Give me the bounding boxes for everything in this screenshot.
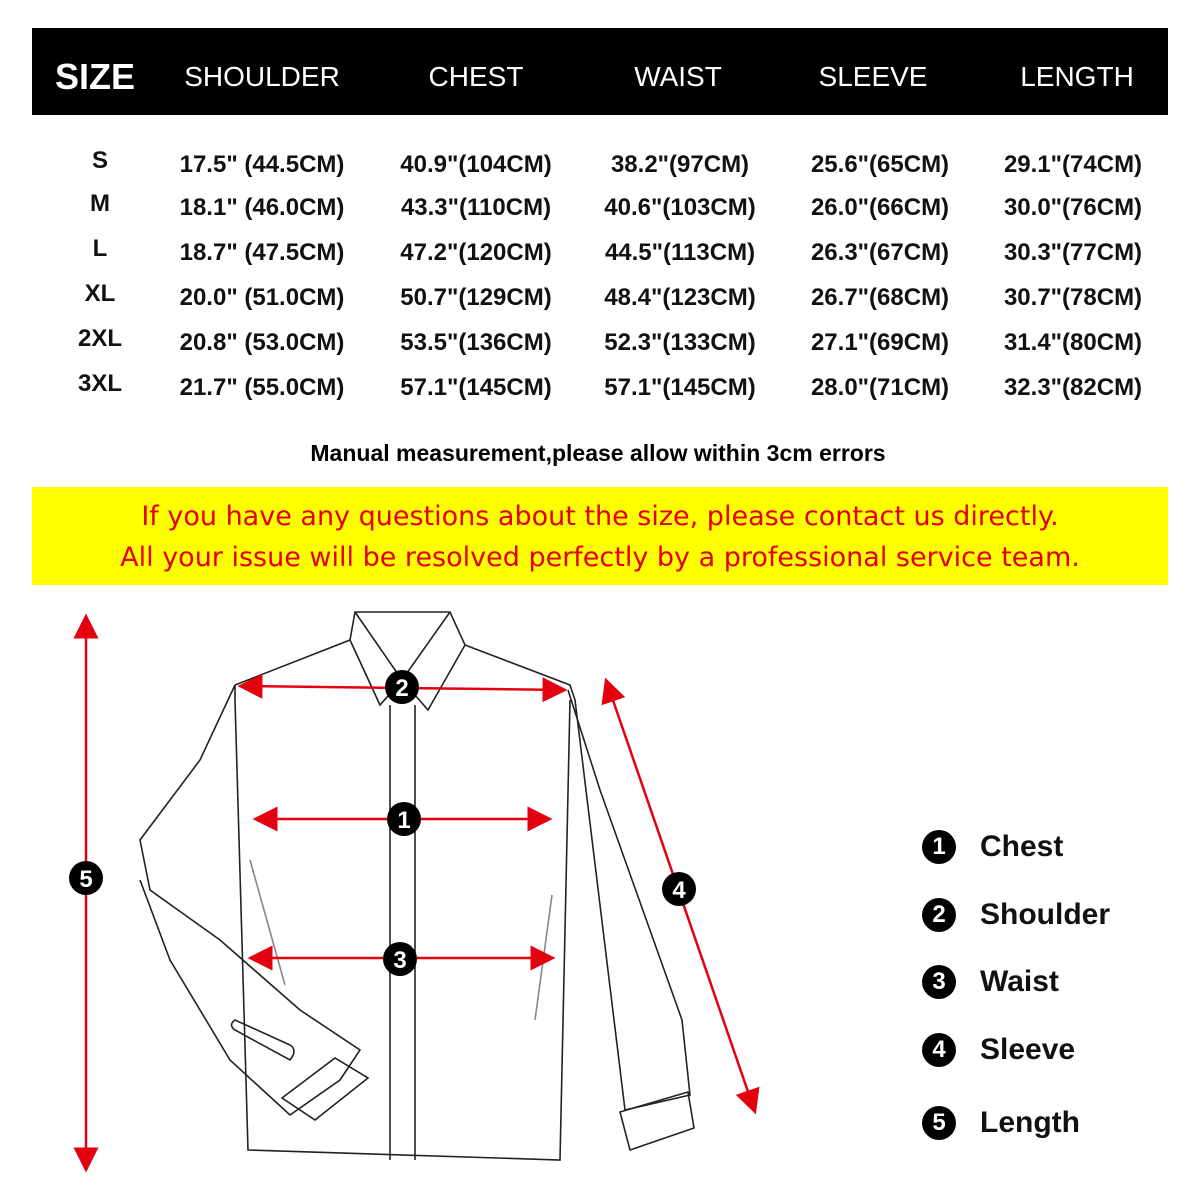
size-label: 2XL <box>77 325 123 352</box>
number-badge-icon: 2 <box>922 898 956 932</box>
legend-item: 4 Sleeve <box>922 1033 1075 1067</box>
contact-banner: If you have any questions about the size… <box>32 487 1168 585</box>
marker-5: 5 <box>69 861 103 895</box>
svg-text:5: 5 <box>79 866 92 893</box>
table-cell: 30.3"(77CM) <box>1003 239 1143 266</box>
size-label: XL <box>84 280 116 307</box>
table-cell: 38.2"(97CM) <box>610 151 750 178</box>
banner-line-1: If you have any questions about the size… <box>141 501 1059 532</box>
header-chest: CHEST <box>428 61 524 92</box>
size-label: 3XL <box>77 370 123 397</box>
table-cell: 43.3"(110CM) <box>400 194 552 221</box>
size-label: S <box>91 147 109 174</box>
table-cell: 50.7"(129CM) <box>400 284 552 311</box>
svg-text:2: 2 <box>395 675 408 702</box>
number-badge-icon: 5 <box>922 1106 956 1140</box>
header-size: SIZE <box>54 56 136 97</box>
size-label: M <box>90 190 110 217</box>
legend-item: 5 Length <box>922 1106 1080 1140</box>
svg-text:3: 3 <box>393 947 406 974</box>
marker-1: 1 <box>387 802 421 836</box>
table-cell: 48.4"(123CM) <box>604 284 756 311</box>
number-badge-icon: 1 <box>922 830 956 864</box>
table-cell: 20.0" (51.0CM) <box>179 284 345 311</box>
svg-text:1: 1 <box>397 807 410 834</box>
table-cell: 57.1"(145CM) <box>604 374 756 401</box>
table-cell: 21.7" (55.0CM) <box>179 374 345 401</box>
header-sleeve: SLEEVE <box>818 61 928 92</box>
table-cell: 18.1" (46.0CM) <box>179 194 345 221</box>
header-length: LENGTH <box>1020 61 1134 92</box>
table-cell: 27.1"(69CM) <box>810 329 950 356</box>
marker-3: 3 <box>383 942 417 976</box>
table-cell: 25.6"(65CM) <box>810 151 950 178</box>
legend-label: Waist <box>980 965 1059 998</box>
table-cell: 26.0"(66CM) <box>810 194 950 221</box>
table-cell: 29.1"(74CM) <box>1003 151 1143 178</box>
table-cell: 30.7"(78CM) <box>1003 284 1143 311</box>
banner-line-2: All your issue will be resolved perfectl… <box>120 542 1080 573</box>
svg-text:4: 4 <box>672 877 686 904</box>
table-cell: 44.5"(113CM) <box>604 239 756 266</box>
markers: 2 1 3 4 5 <box>69 670 696 976</box>
size-label: L <box>92 235 108 262</box>
table-cell: 17.5" (44.5CM) <box>179 151 345 178</box>
table-cell: 52.3"(133CM) <box>604 329 756 356</box>
table-cell: 30.0"(76CM) <box>1003 194 1143 221</box>
legend-label: Shoulder <box>980 898 1111 931</box>
table-cell: 31.4"(80CM) <box>1003 329 1143 356</box>
legend-label: Sleeve <box>980 1033 1076 1066</box>
table-cell: 57.1"(145CM) <box>400 374 552 401</box>
table-cell: 40.6"(103CM) <box>604 194 756 221</box>
marker-4: 4 <box>662 872 696 906</box>
header-shoulder: SHOULDER <box>184 61 340 92</box>
measurement-arrows <box>73 613 760 1173</box>
measurement-note: Manual measurement,please allow within 3… <box>310 440 886 466</box>
table-header: SIZE SHOULDER CHEST WAIST SLEEVE LENGTH <box>32 28 1168 115</box>
table-cell: 20.8" (53.0CM) <box>179 329 345 356</box>
header-waist: WAIST <box>634 61 722 92</box>
shirt-diagram: 2 1 3 4 5 <box>69 611 760 1173</box>
legend-item: 3 Waist <box>922 965 1059 999</box>
table-cell: 26.3"(67CM) <box>810 239 950 266</box>
table-cell: 47.2"(120CM) <box>400 239 552 266</box>
legend-item: 2 Shoulder <box>922 898 1110 932</box>
shirt-outline <box>139 611 695 1161</box>
table-cell: 40.9"(104CM) <box>400 151 552 178</box>
legend-label: Length <box>980 1106 1080 1139</box>
marker-2: 2 <box>385 670 419 704</box>
table-cell: 53.5"(136CM) <box>400 329 552 356</box>
number-badge-icon: 4 <box>922 1033 956 1067</box>
table-cell: 18.7" (47.5CM) <box>179 239 345 266</box>
legend-label: Chest <box>980 830 1064 863</box>
table-cell: 26.7"(68CM) <box>810 284 950 311</box>
table-cell: 32.3"(82CM) <box>1003 374 1143 401</box>
table-cell: 28.0"(71CM) <box>810 374 950 401</box>
legend-item: 1 Chest <box>922 830 1063 864</box>
number-badge-icon: 3 <box>922 965 956 999</box>
